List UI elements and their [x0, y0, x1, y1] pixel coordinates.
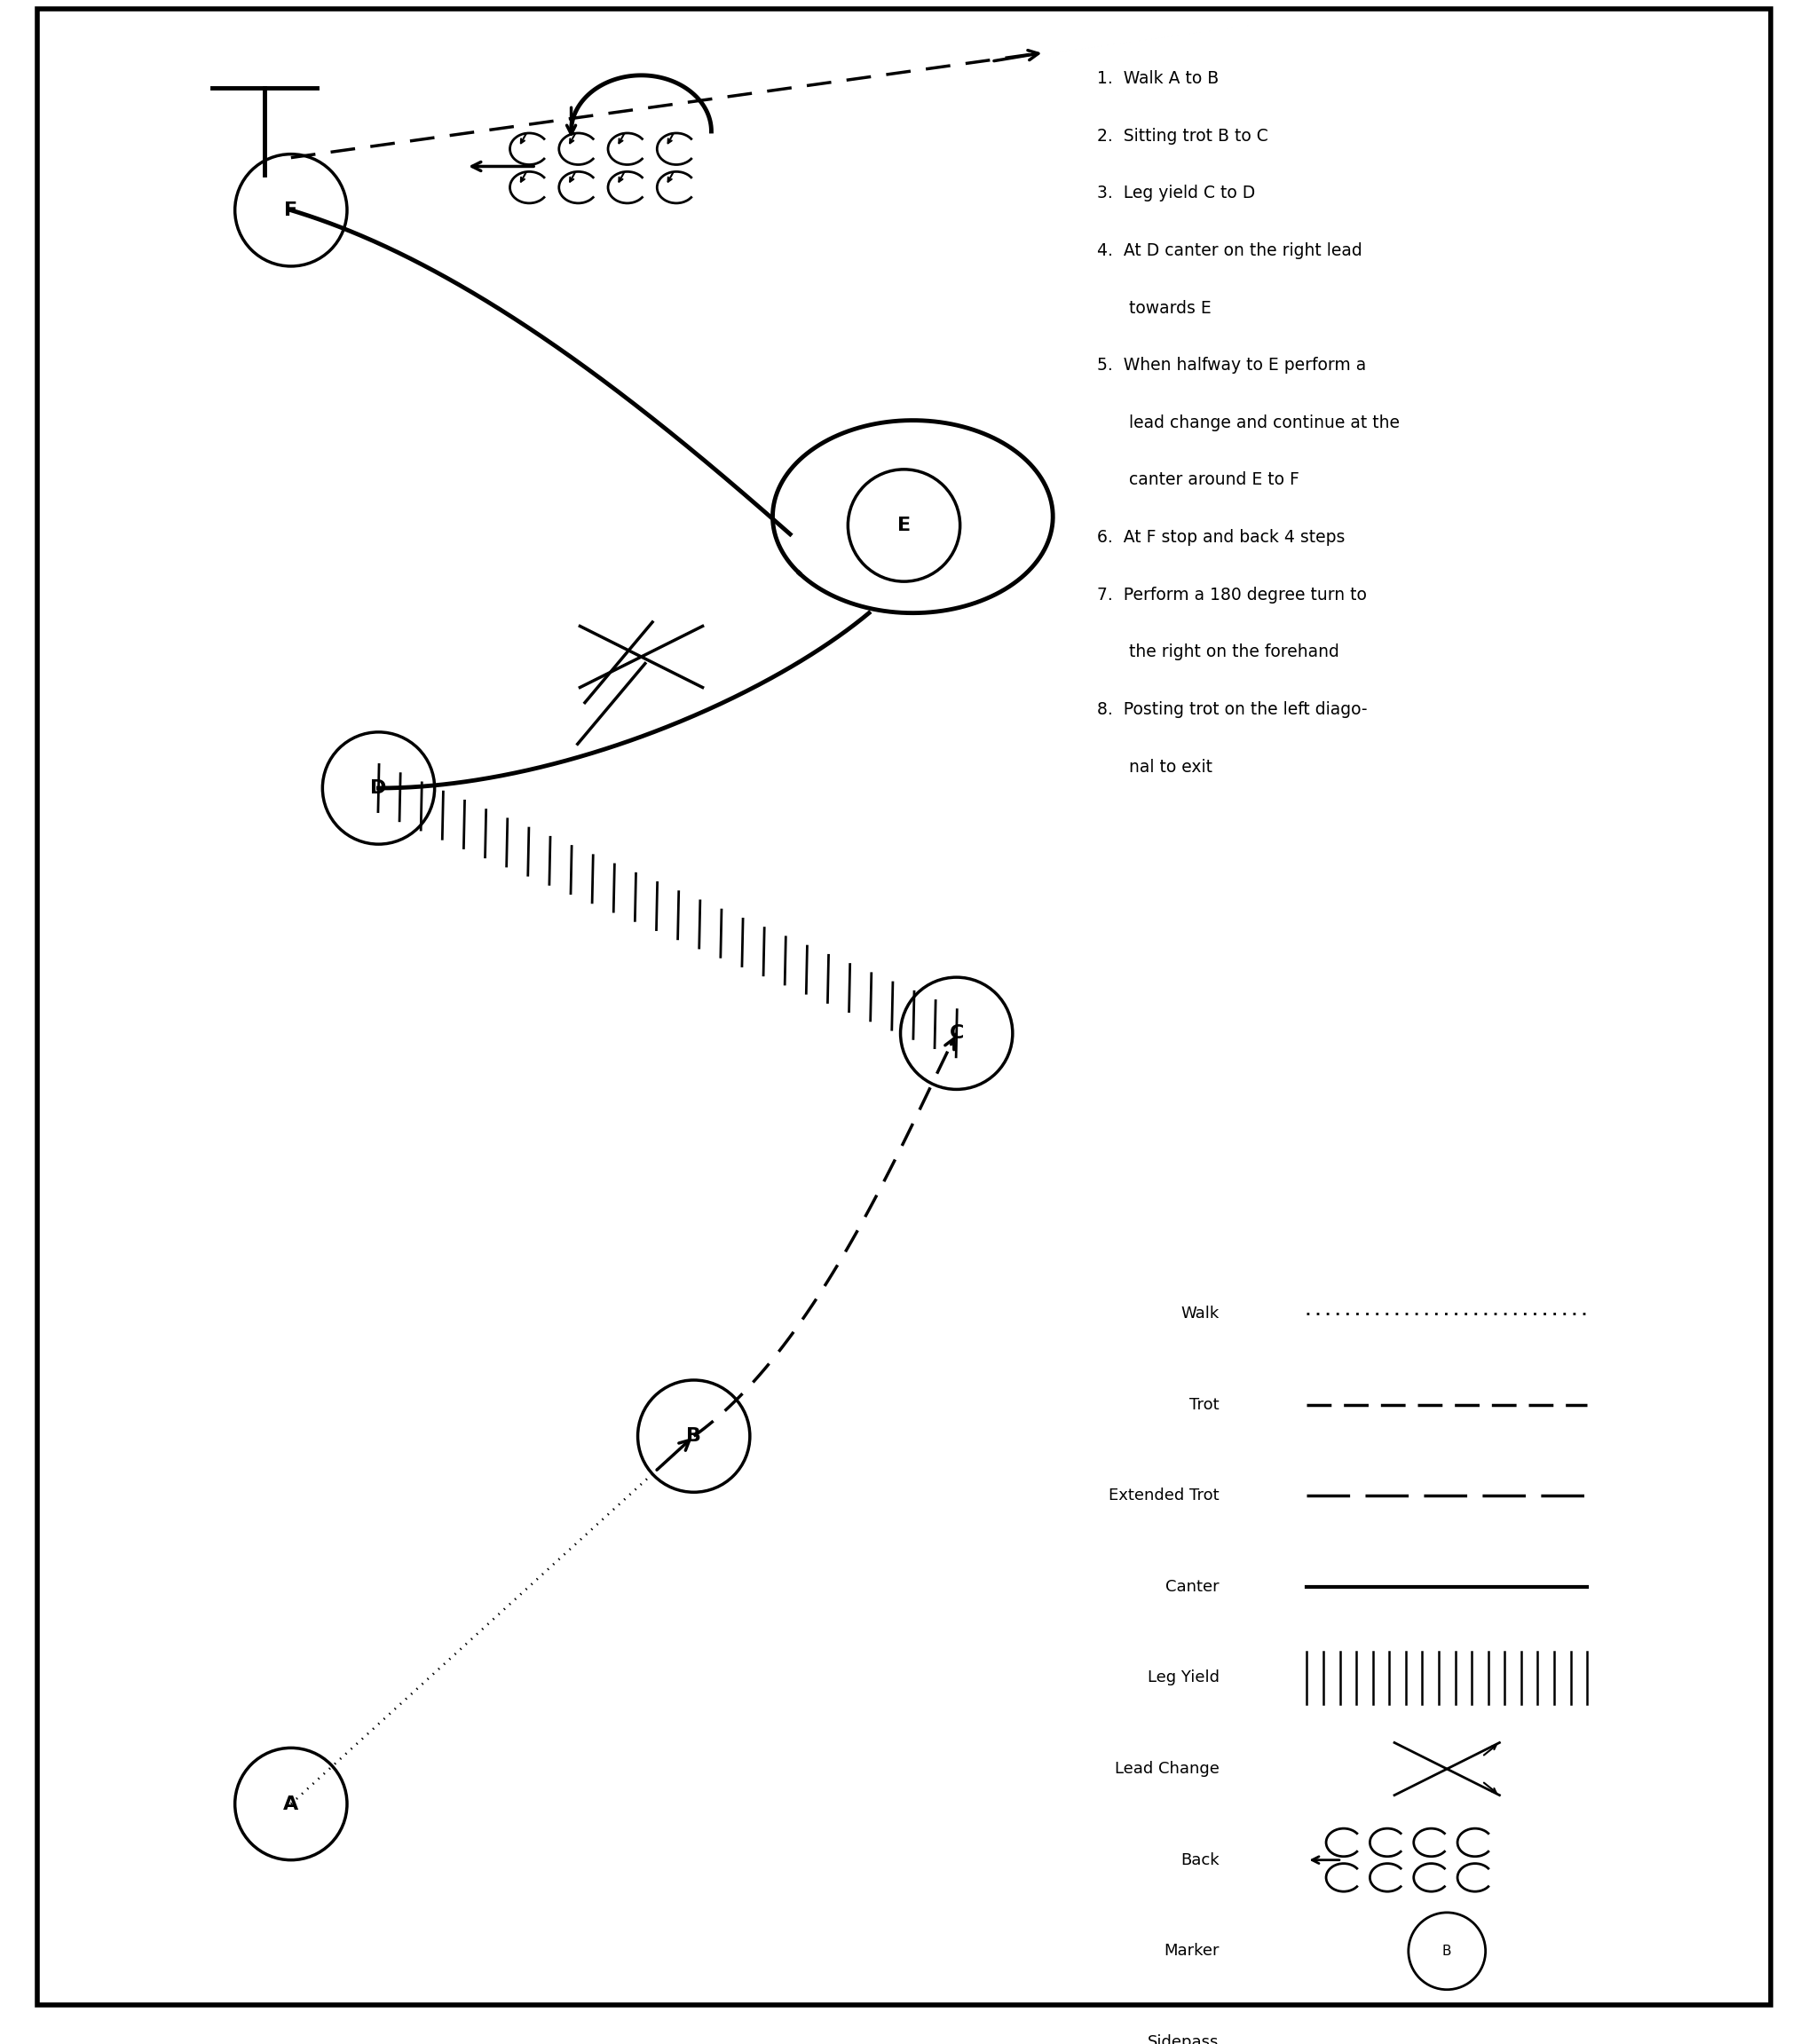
Text: 2.  Sitting trot B to C: 2. Sitting trot B to C — [1097, 127, 1267, 145]
Text: Marker: Marker — [1164, 1944, 1219, 1958]
Text: 5.  When halfway to E perform a: 5. When halfway to E perform a — [1097, 358, 1365, 374]
Text: towards E: towards E — [1097, 300, 1211, 317]
Text: 3.  Leg yield C to D: 3. Leg yield C to D — [1097, 184, 1255, 202]
Text: 1.  Walk A to B: 1. Walk A to B — [1097, 69, 1219, 88]
Text: A: A — [284, 1795, 298, 1813]
Text: E: E — [897, 517, 911, 533]
Text: 7.  Perform a 180 degree turn to: 7. Perform a 180 degree turn to — [1097, 587, 1367, 603]
Text: B: B — [1443, 1944, 1452, 1958]
Text: C: C — [949, 1024, 964, 1042]
Text: Canter: Canter — [1166, 1578, 1219, 1594]
Text: Walk: Walk — [1181, 1306, 1219, 1322]
Text: 8.  Posting trot on the left diago-: 8. Posting trot on the left diago- — [1097, 701, 1367, 717]
Text: F: F — [284, 200, 298, 219]
Text: B: B — [687, 1427, 702, 1445]
Text: canter around E to F: canter around E to F — [1097, 472, 1298, 489]
Text: Trot: Trot — [1190, 1396, 1219, 1412]
Text: D: D — [371, 779, 387, 797]
Text: Lead Change: Lead Change — [1116, 1762, 1219, 1776]
Text: Extended Trot: Extended Trot — [1108, 1488, 1219, 1504]
Text: 4.  At D canter on the right lead: 4. At D canter on the right lead — [1097, 241, 1361, 260]
Text: Leg Yield: Leg Yield — [1148, 1670, 1219, 1686]
Text: Sidepass: Sidepass — [1148, 2034, 1219, 2044]
Text: 6.  At F stop and back 4 steps: 6. At F stop and back 4 steps — [1097, 529, 1345, 546]
Text: lead change and continue at the: lead change and continue at the — [1097, 415, 1399, 431]
Text: the right on the forehand: the right on the forehand — [1097, 644, 1340, 660]
Text: nal to exit: nal to exit — [1097, 758, 1211, 775]
Text: Back: Back — [1181, 1852, 1219, 1868]
